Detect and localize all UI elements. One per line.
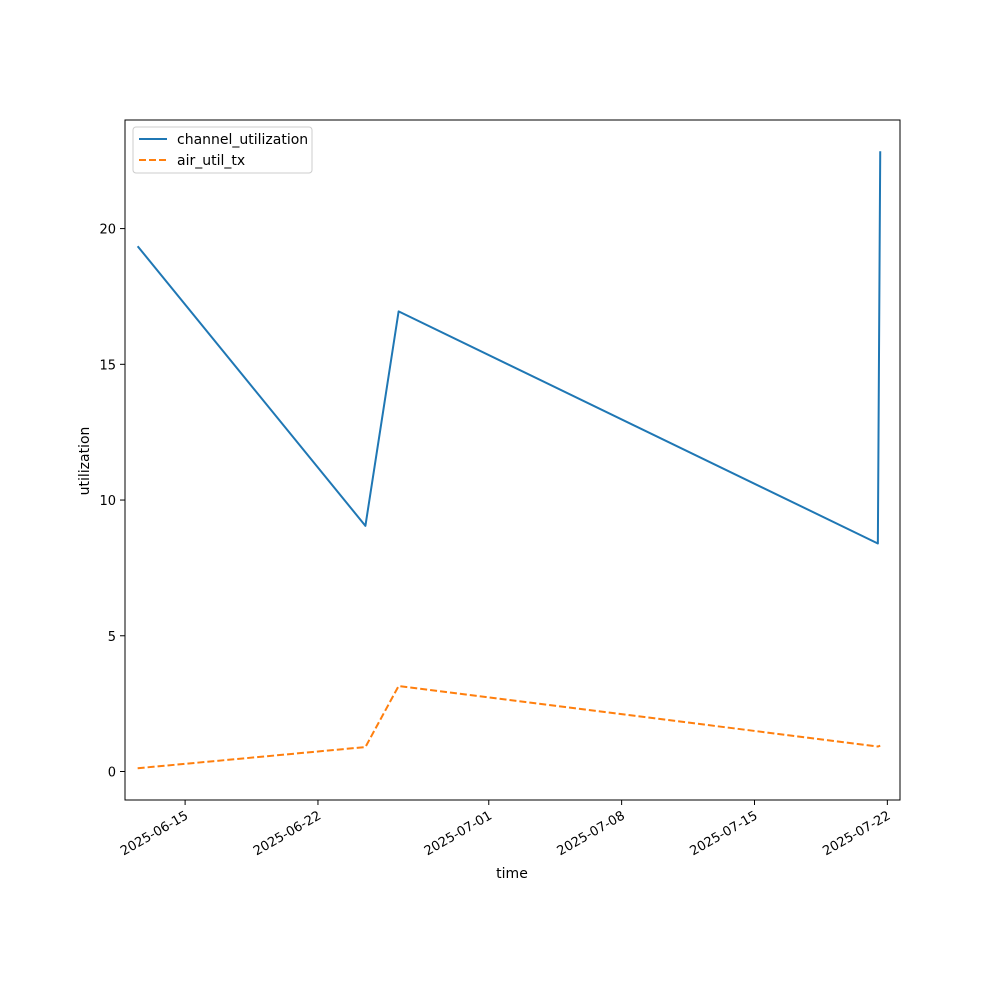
x-axis-label: time <box>496 866 528 882</box>
legend-box <box>132 126 313 174</box>
series-line-air-util-tx <box>137 684 881 770</box>
y-axis-label: utilization <box>77 427 93 496</box>
legend-label-air-util-tx: air_util_tx <box>177 153 245 169</box>
y-tick-label: 10 <box>99 494 116 509</box>
y-tick-label: 15 <box>99 358 116 373</box>
plot-area <box>125 120 900 800</box>
y-tick-label: 5 <box>108 630 116 645</box>
y-tick-label: 20 <box>99 223 116 238</box>
legend: channel_utilization air_util_tx <box>132 126 313 174</box>
series-line-channel-utilization <box>136 151 882 545</box>
legend-label-channel-utilization: channel_utilization <box>177 132 308 148</box>
y-axis: 0 5 10 15 20 <box>99 223 125 780</box>
plot-frame <box>124 119 901 801</box>
series-layer <box>136 151 882 770</box>
y-tick-label: 0 <box>108 765 116 780</box>
